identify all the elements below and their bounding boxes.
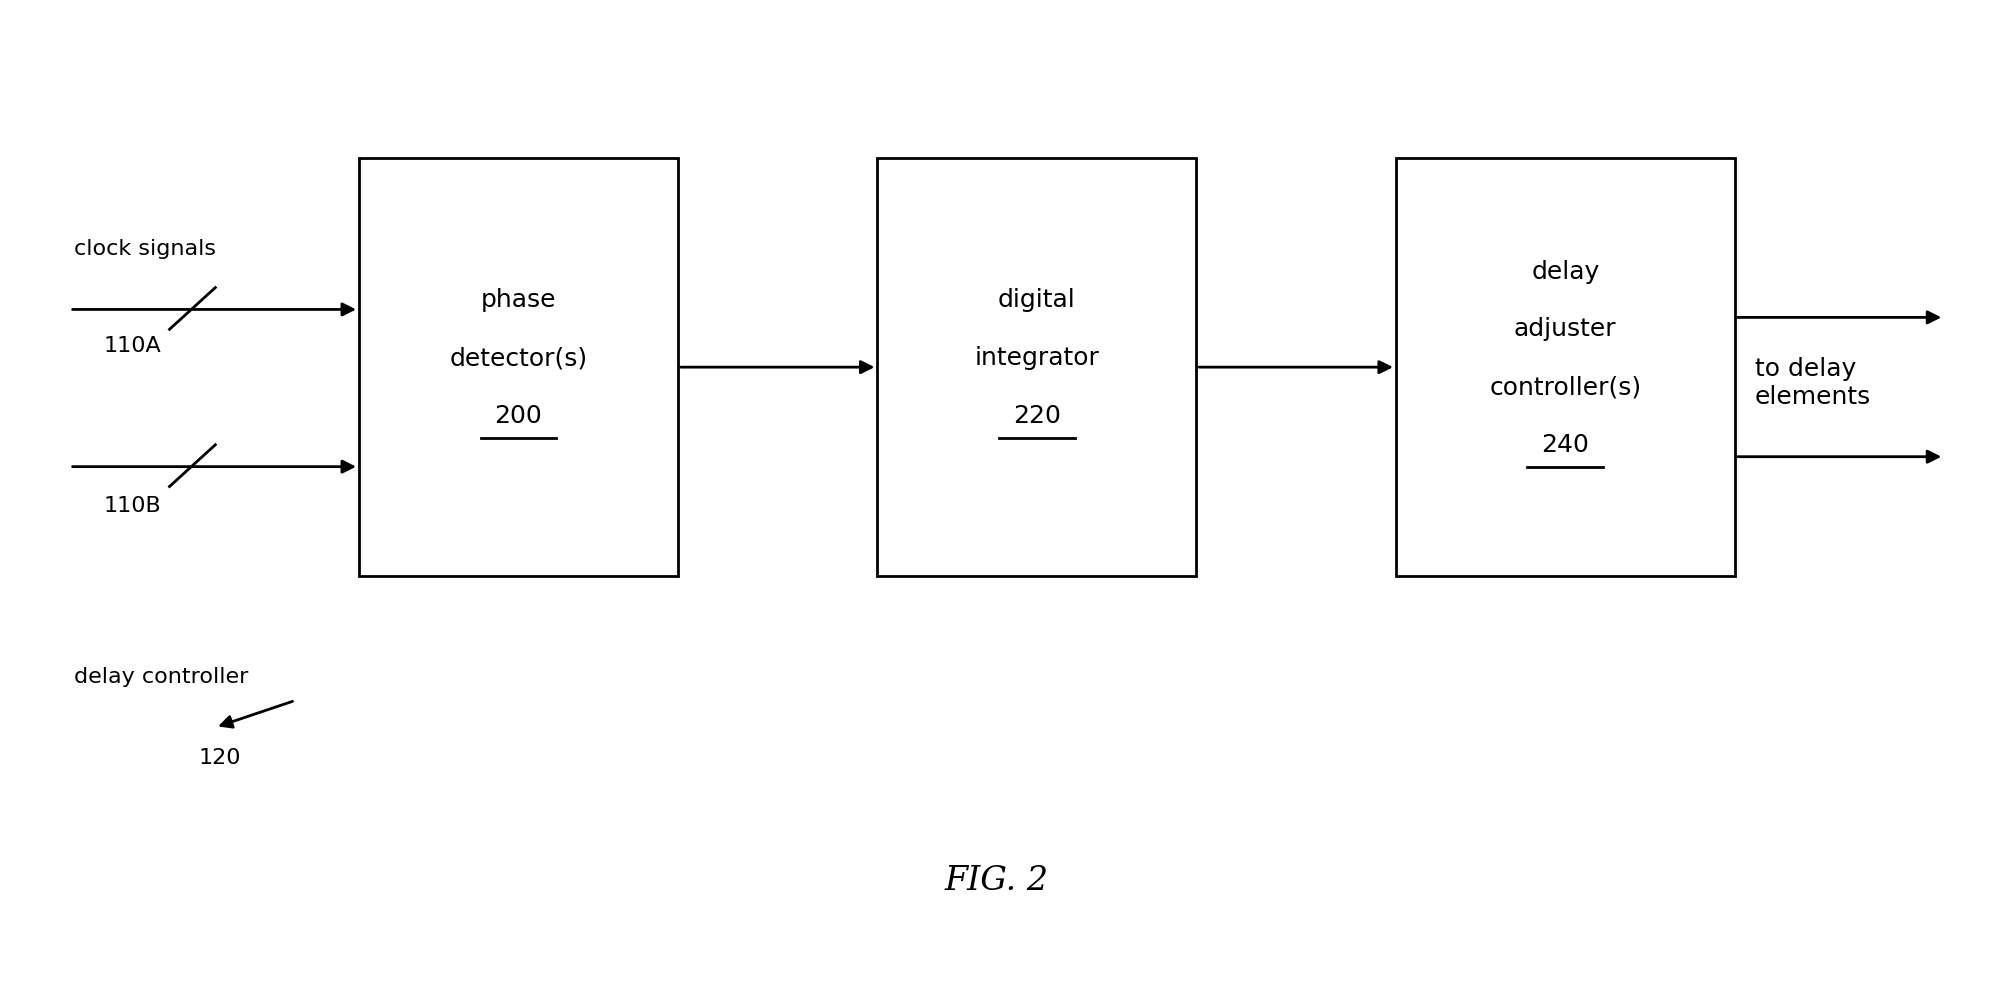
Text: detector(s): detector(s) — [449, 346, 588, 370]
Text: delay: delay — [1531, 259, 1599, 283]
Text: 120: 120 — [197, 747, 241, 767]
Text: 110A: 110A — [104, 336, 162, 356]
Text: 240: 240 — [1541, 432, 1589, 456]
Text: integrator: integrator — [975, 346, 1099, 370]
Text: to delay
elements: to delay elements — [1755, 357, 1870, 409]
Text: delay controller: delay controller — [74, 666, 247, 686]
Text: digital: digital — [999, 288, 1075, 312]
Text: controller(s): controller(s) — [1490, 375, 1641, 399]
Text: FIG. 2: FIG. 2 — [945, 864, 1049, 896]
Bar — [359, 159, 678, 577]
Text: adjuster: adjuster — [1513, 317, 1617, 341]
Text: 200: 200 — [495, 404, 542, 427]
Text: 220: 220 — [1013, 404, 1061, 427]
Text: 110B: 110B — [104, 495, 162, 515]
Text: phase: phase — [481, 288, 556, 312]
Bar — [877, 159, 1196, 577]
Text: clock signals: clock signals — [74, 239, 215, 258]
Bar — [1396, 159, 1735, 577]
